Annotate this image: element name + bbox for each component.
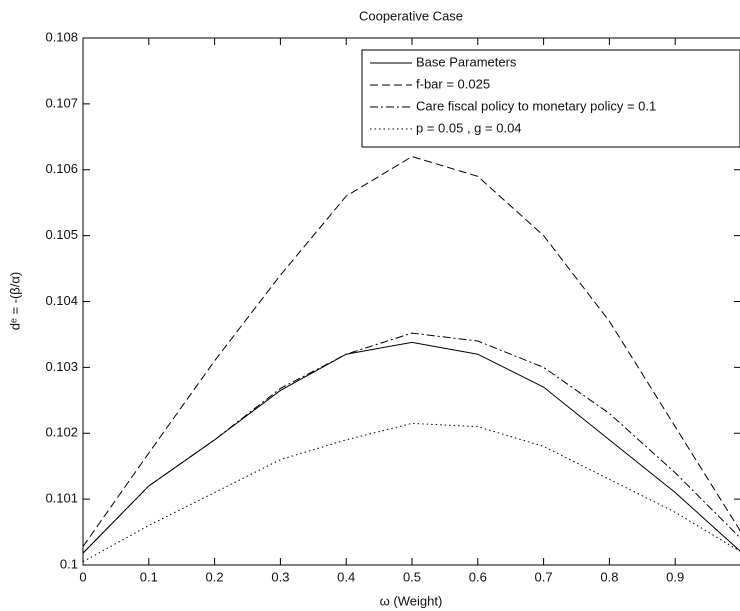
y-tick-label: 0.108 [45,29,78,44]
series-line [82,332,740,554]
y-tick-label: 0.101 [45,491,78,506]
y-tick-label: 0.102 [45,425,78,440]
x-tick-label: 0.4 [337,569,355,584]
y-tick-label: 0.104 [45,293,78,308]
y-tick-label: 0.1 [60,556,78,571]
legend-box [361,49,740,148]
legend-label: Base Parameters [416,54,517,69]
x-tick-label: 0.2 [206,569,224,584]
x-tick-label: 0.6 [469,569,487,584]
y-tick-label: 0.105 [45,227,78,242]
x-tick-label: 0.3 [271,569,289,584]
y-tick-label: 0.107 [45,95,78,110]
x-tick-label: 0.7 [535,569,553,584]
chart-title: Cooperative Case [359,8,463,23]
y-tick-label: 0.103 [45,359,78,374]
legend-label: Care fiscal policy to monetary policy = … [416,98,656,113]
x-tick-label: 0.8 [600,569,618,584]
y-tick-label: 0.106 [45,161,78,176]
x-tick-label: 0 [79,569,86,584]
legend-label: p = 0.05 , g = 0.04 [416,120,522,135]
y-axis-label: dᵉ = -(β/α) [7,272,22,330]
x-tick-label: 0.1 [140,569,158,584]
x-tick-label: 0.9 [666,569,684,584]
x-tick-label: 0.5 [403,569,421,584]
x-axis-label: ω (Weight) [380,593,443,608]
series-line [82,156,740,547]
legend-label: f-bar = 0.025 [416,76,490,91]
